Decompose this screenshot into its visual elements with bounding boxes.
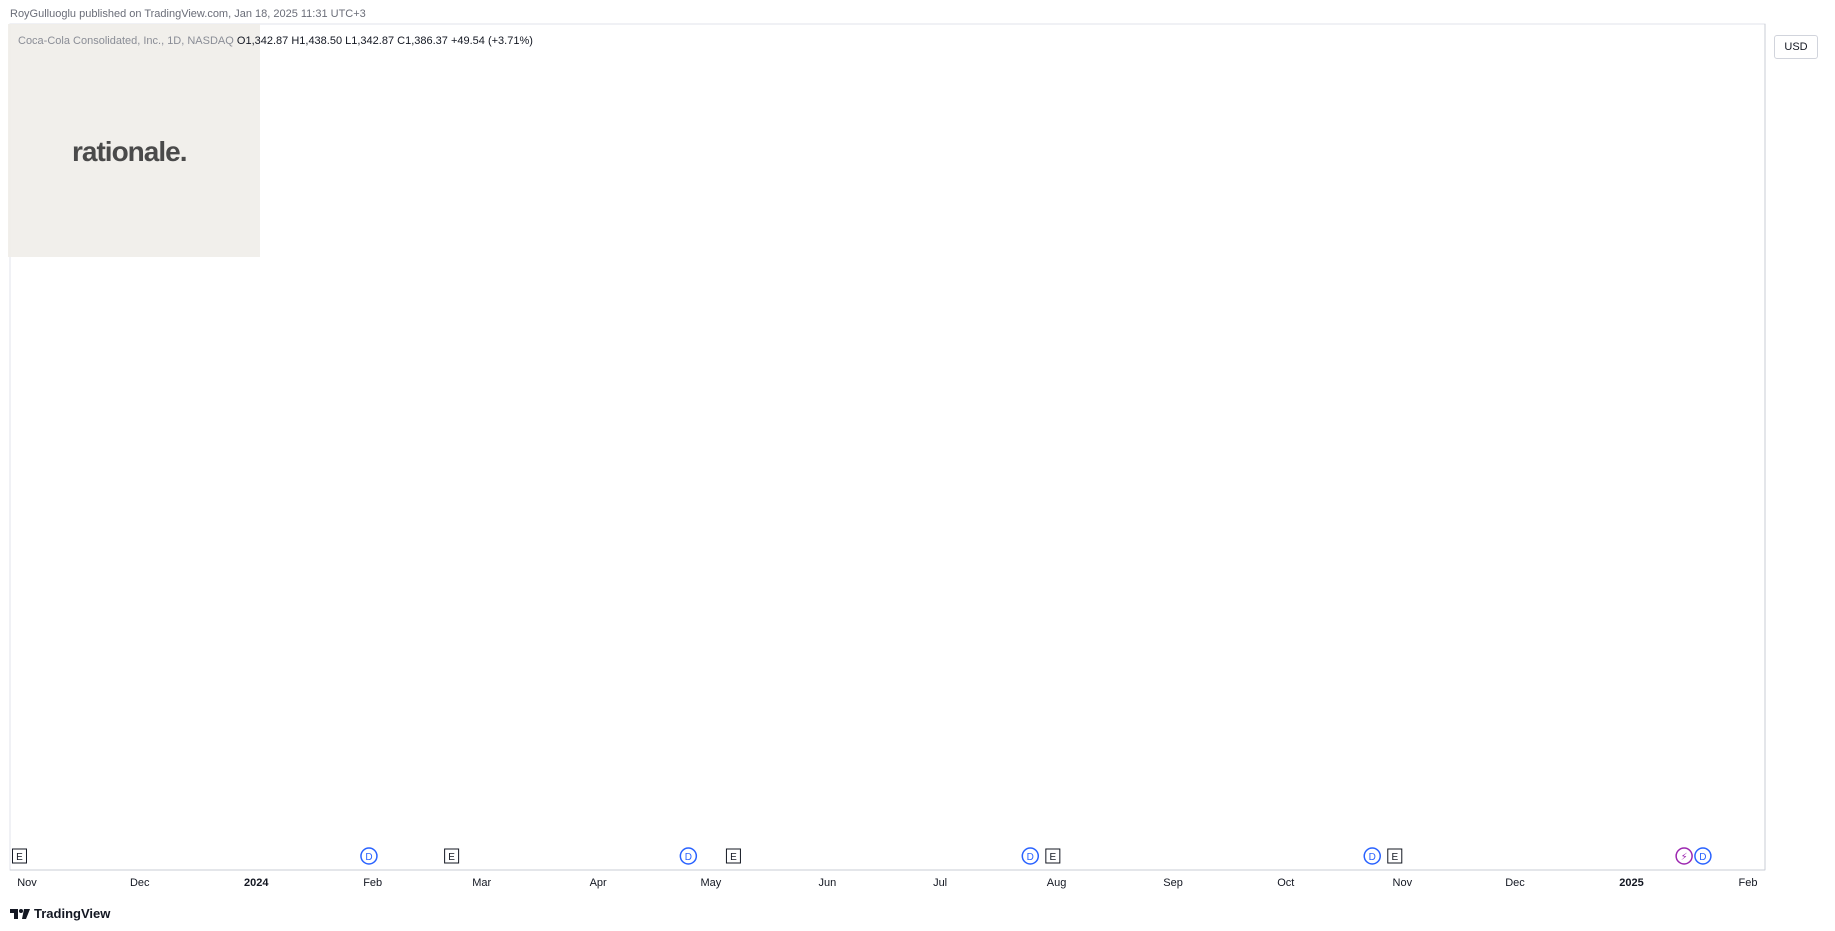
- dividend-marker[interactable]: [679, 847, 698, 865]
- dividend-marker[interactable]: [1363, 847, 1381, 865]
- dividend-marker[interactable]: [1694, 847, 1712, 865]
- dividend-marker-text: D: [1027, 852, 1034, 863]
- x-tick-label: Jul: [933, 877, 947, 889]
- earnings-marker[interactable]: [1387, 848, 1403, 864]
- earnings-marker-text: E: [730, 852, 737, 863]
- tradingview-brand: TradingView: [34, 906, 111, 921]
- x-tick-label: Feb: [1739, 877, 1758, 889]
- x-tick-label: 2025: [1619, 877, 1643, 889]
- dividend-marker-text: D: [1699, 852, 1706, 863]
- x-tick-label: Oct: [1277, 877, 1294, 889]
- earnings-marker-text: E: [16, 852, 23, 863]
- x-tick-label: Apr: [590, 877, 607, 889]
- x-tick-label: Nov: [1393, 877, 1413, 889]
- dividend-marker[interactable]: [360, 847, 378, 865]
- ohlc-values: O1,342.87 H1,438.50 L1,342.87 C1,386.37 …: [236, 35, 533, 47]
- x-tick-label: 2024: [244, 877, 269, 889]
- x-tick-label: May: [701, 877, 722, 889]
- ohlc-legend: Coca-Cola Consolidated, Inc., 1D, NASDAQ…: [18, 35, 533, 47]
- tradingview-logo-icon: [10, 908, 30, 919]
- x-tick-label: Aug: [1047, 877, 1067, 889]
- x-tick-label: Sep: [1163, 877, 1183, 889]
- x-tick-label: Nov: [17, 877, 37, 889]
- dividend-marker[interactable]: [1021, 847, 1040, 865]
- dividend-marker-text: D: [1369, 852, 1376, 863]
- earnings-marker[interactable]: [1045, 848, 1061, 864]
- symbol-title: Coca-Cola Consolidated, Inc., 1D, NASDAQ: [18, 35, 234, 47]
- publish-info: RoyGulluoglu published on TradingView.co…: [10, 8, 366, 20]
- earnings-marker-text: E: [448, 852, 455, 863]
- earnings-marker-text: E: [1391, 852, 1398, 863]
- x-tick-label: Jun: [819, 877, 837, 889]
- earnings-marker[interactable]: [725, 848, 741, 864]
- watermark-panel: rationale.: [8, 24, 260, 257]
- currency-button[interactable]: USD: [1774, 35, 1818, 59]
- split-marker-text: ⚡: [1681, 852, 1688, 863]
- x-tick-label: Feb: [363, 877, 382, 889]
- earnings-marker[interactable]: [11, 848, 27, 864]
- dividend-marker-text: D: [365, 852, 372, 863]
- tradingview-footer: TradingView: [10, 906, 110, 921]
- plot-frame: [9, 23, 1766, 871]
- earnings-marker[interactable]: [444, 848, 460, 864]
- rationale-logo: rationale.: [72, 136, 187, 167]
- split-marker[interactable]: [1675, 847, 1693, 865]
- x-tick-label: Dec: [130, 877, 150, 889]
- dividend-marker-text: D: [685, 852, 692, 863]
- x-tick-label: Mar: [472, 877, 491, 889]
- earnings-marker-text: E: [1050, 852, 1057, 863]
- x-tick-label: Dec: [1505, 877, 1525, 889]
